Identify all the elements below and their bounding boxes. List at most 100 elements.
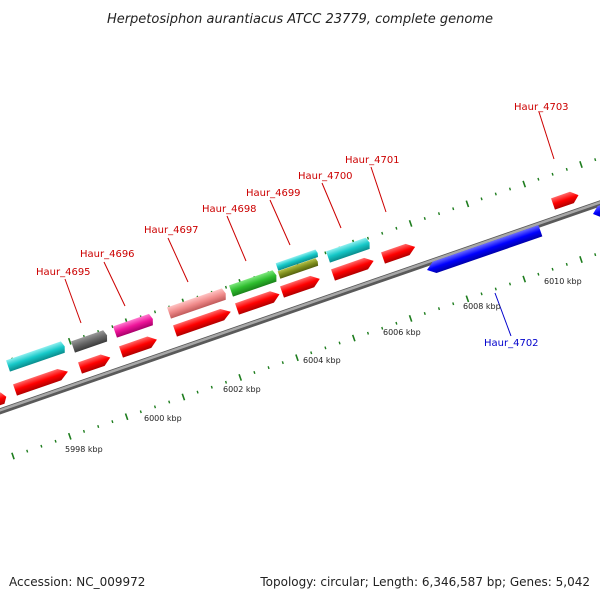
- minor-tick: [210, 385, 213, 389]
- cds-arrow-reverse-edge[interactable]: [591, 201, 600, 220]
- genome-summary-text: Topology: circular; Length: 6,346,587 bp…: [259, 575, 590, 589]
- minor-tick: [324, 346, 327, 350]
- reverse-cds-row: [425, 201, 600, 276]
- minor-tick: [594, 158, 597, 162]
- scale-label-6004: 6004 kbp: [303, 356, 341, 365]
- minor-tick: [423, 311, 426, 316]
- gene-label-haur-4695[interactable]: Haur_4695: [36, 267, 91, 324]
- minor-tick: [253, 370, 256, 375]
- minor-tick: [139, 410, 142, 414]
- major-tick: [295, 354, 299, 362]
- feature-segment-cyan-1[interactable]: [6, 341, 67, 372]
- minor-tick: [324, 251, 327, 255]
- gene-labels: Haur_4695 Haur_4696 Haur_4697 Haur_4698 …: [36, 102, 569, 349]
- cds-arrow-forward[interactable]: [0, 391, 8, 407]
- feature-segment-green[interactable]: [229, 270, 278, 297]
- cds-arrow-forward[interactable]: [331, 255, 376, 281]
- gene-label-haur-4701[interactable]: Haur_4701: [345, 155, 400, 213]
- minor-tick: [224, 285, 228, 289]
- gene-label-haur-4700[interactable]: Haur_4700: [298, 171, 353, 229]
- svg-text:Haur_4703: Haur_4703: [514, 102, 569, 113]
- minor-tick: [480, 197, 483, 201]
- minor-tick: [565, 167, 568, 171]
- accession-text: Accession: NC_009972: [9, 575, 145, 589]
- minor-tick: [168, 400, 171, 404]
- gene-label-haur-4702[interactable]: Haur_4702: [484, 292, 539, 349]
- gene-label-haur-4696[interactable]: Haur_4696: [80, 249, 135, 307]
- svg-text:Haur_4702: Haur_4702: [484, 338, 539, 349]
- minor-tick: [281, 361, 284, 365]
- map-title: Herpetosiphon aurantiacus ATCC 23779, co…: [107, 12, 493, 27]
- minor-tick: [480, 292, 483, 296]
- major-tick: [408, 219, 413, 227]
- feature-segment-gray[interactable]: [71, 330, 109, 353]
- minor-tick: [153, 310, 157, 314]
- minor-tick: [196, 390, 199, 394]
- scale-label-6010: 6010 kbp: [544, 277, 582, 286]
- minor-tick: [452, 302, 455, 306]
- outer-feature-row: [6, 237, 372, 372]
- minor-tick: [437, 307, 441, 311]
- major-tick: [67, 432, 72, 440]
- major-tick: [579, 256, 583, 263]
- gene-label-haur-4699[interactable]: Haur_4699: [246, 188, 301, 246]
- minor-tick: [508, 187, 512, 191]
- minor-tick: [381, 231, 384, 235]
- scale-labels: 5998 kbp 6000 kbp 6002 kbp 6004 kbp 6006…: [65, 277, 582, 454]
- major-tick: [238, 373, 243, 381]
- minor-tick: [111, 325, 114, 329]
- svg-text:Haur_4697: Haur_4697: [144, 225, 199, 236]
- svg-text:Haur_4699: Haur_4699: [246, 188, 301, 199]
- forward-cds-row: [0, 189, 580, 407]
- inner-tick-row: [11, 253, 597, 460]
- minor-tick: [338, 341, 341, 345]
- svg-text:Haur_4698: Haur_4698: [202, 204, 257, 215]
- cds-arrow-forward[interactable]: [381, 241, 417, 264]
- feature-segment-cyan-2[interactable]: [275, 249, 319, 271]
- minor-tick: [551, 172, 554, 176]
- cds-arrow-forward[interactable]: [173, 306, 233, 337]
- feature-segment-olive[interactable]: [277, 258, 319, 279]
- minor-tick: [537, 177, 540, 181]
- cds-arrow-forward[interactable]: [280, 273, 322, 298]
- major-tick: [579, 161, 583, 168]
- major-tick: [522, 275, 527, 283]
- feature-segment-cyan-3[interactable]: [326, 237, 372, 263]
- scale-label-5998: 5998 kbp: [65, 445, 103, 454]
- minor-tick: [82, 429, 86, 433]
- minor-tick: [97, 424, 100, 429]
- svg-text:Haur_4695: Haur_4695: [36, 267, 91, 278]
- minor-tick: [366, 331, 370, 335]
- minor-tick: [54, 439, 57, 443]
- major-tick: [522, 180, 527, 188]
- cds-arrow-forward[interactable]: [551, 189, 580, 210]
- cds-arrow-forward[interactable]: [13, 366, 70, 396]
- minor-tick: [267, 366, 270, 370]
- major-tick: [124, 413, 129, 421]
- cds-arrow-reverse[interactable]: [425, 225, 543, 276]
- major-tick: [465, 200, 470, 208]
- gene-label-haur-4697[interactable]: Haur_4697: [144, 225, 199, 283]
- minor-tick: [111, 420, 114, 424]
- cds-arrow-forward[interactable]: [119, 334, 159, 358]
- minor-tick: [40, 444, 43, 448]
- svg-text:Haur_4696: Haur_4696: [80, 249, 135, 260]
- minor-tick: [395, 226, 398, 230]
- gene-label-haur-4703[interactable]: Haur_4703: [514, 102, 569, 160]
- minor-tick: [395, 321, 398, 325]
- major-tick: [11, 452, 15, 460]
- svg-text:Haur_4701: Haur_4701: [345, 155, 400, 166]
- scale-label-6008: 6008 kbp: [463, 302, 501, 311]
- major-tick: [181, 393, 186, 401]
- gene-label-haur-4698[interactable]: Haur_4698: [202, 204, 257, 262]
- feature-segment-pink[interactable]: [167, 288, 228, 319]
- major-tick: [465, 295, 470, 303]
- minor-tick: [153, 405, 157, 409]
- feature-segment-magenta[interactable]: [113, 313, 155, 338]
- cds-arrow-forward[interactable]: [235, 289, 281, 315]
- major-tick: [67, 337, 72, 345]
- minor-tick: [508, 282, 512, 286]
- cds-arrow-forward[interactable]: [78, 352, 112, 374]
- minor-tick: [494, 192, 497, 196]
- minor-tick: [565, 262, 568, 266]
